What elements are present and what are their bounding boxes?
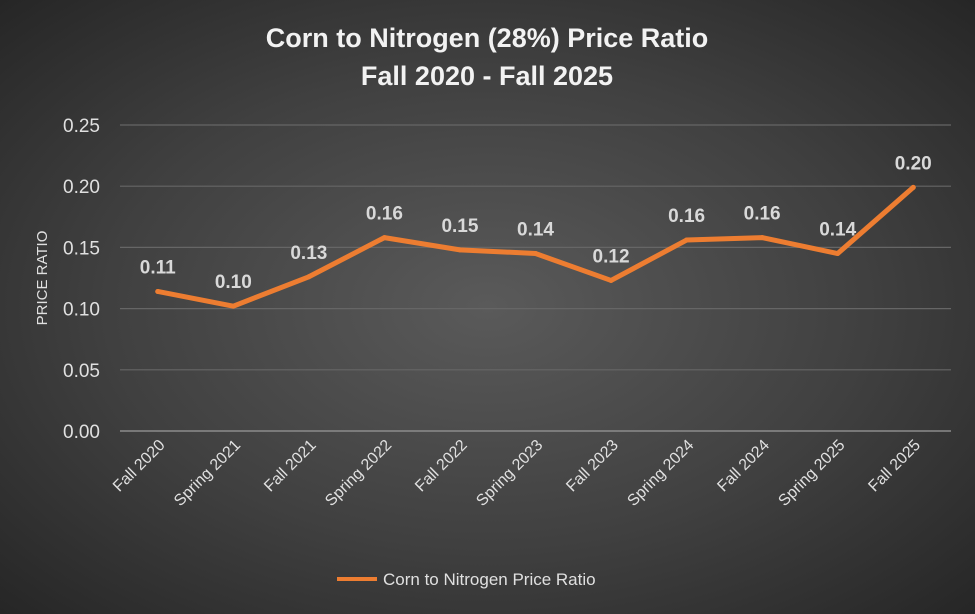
data-label: 0.12 — [593, 246, 630, 267]
data-label: 0.20 — [895, 153, 932, 174]
x-tick-label: Spring 2024 — [624, 437, 697, 510]
x-tick-label: Fall 2021 — [261, 437, 320, 496]
data-point — [381, 235, 387, 241]
series-line — [155, 184, 916, 309]
y-tick-label: 0.05 — [63, 361, 100, 382]
data-point — [684, 237, 690, 243]
x-tick-label: Spring 2023 — [473, 437, 546, 510]
x-tick-label: Spring 2025 — [775, 437, 848, 510]
x-tick-label: Fall 2025 — [865, 437, 924, 496]
chart-title-line-2: Fall 2020 - Fall 2025 — [361, 61, 613, 91]
y-axis-label: PRICE RATIO — [34, 231, 51, 326]
y-tick-label: 0.10 — [63, 300, 100, 321]
x-tick-label: Fall 2020 — [110, 437, 169, 496]
y-tick-label: 0.15 — [63, 238, 100, 259]
x-tick-label: Fall 2022 — [412, 437, 471, 496]
data-label: 0.16 — [668, 206, 705, 227]
data-point — [835, 251, 841, 257]
y-tick-label: 0.20 — [63, 177, 100, 198]
data-label: 0.10 — [215, 272, 252, 293]
data-label: 0.13 — [290, 243, 327, 264]
data-label: 0.14 — [819, 220, 856, 241]
data-label: 0.11 — [140, 257, 176, 278]
data-point — [155, 288, 161, 294]
data-label: 0.14 — [517, 220, 554, 241]
legend: Corn to Nitrogen Price Ratio — [337, 570, 596, 589]
data-label: 0.16 — [744, 204, 781, 225]
data-point — [759, 235, 765, 241]
data-point — [533, 251, 538, 257]
data-label: 0.16 — [366, 204, 403, 225]
data-point — [306, 274, 312, 280]
y-tick-label: 0.00 — [63, 422, 100, 443]
data-point — [910, 184, 916, 190]
x-tick-label: Spring 2022 — [322, 437, 395, 510]
x-tick-label: Fall 2023 — [563, 437, 622, 496]
y-tick-label: 0.25 — [63, 116, 100, 137]
chart-title-line-1: Corn to Nitrogen (28%) Price Ratio — [266, 23, 709, 53]
data-label: 0.15 — [441, 216, 478, 237]
data-point — [230, 303, 236, 309]
data-point — [457, 247, 463, 253]
x-tick-label: Fall 2024 — [714, 437, 773, 496]
data-point — [608, 277, 614, 283]
legend-label: Corn to Nitrogen Price Ratio — [383, 570, 596, 589]
x-tick-label: Spring 2021 — [171, 437, 244, 510]
